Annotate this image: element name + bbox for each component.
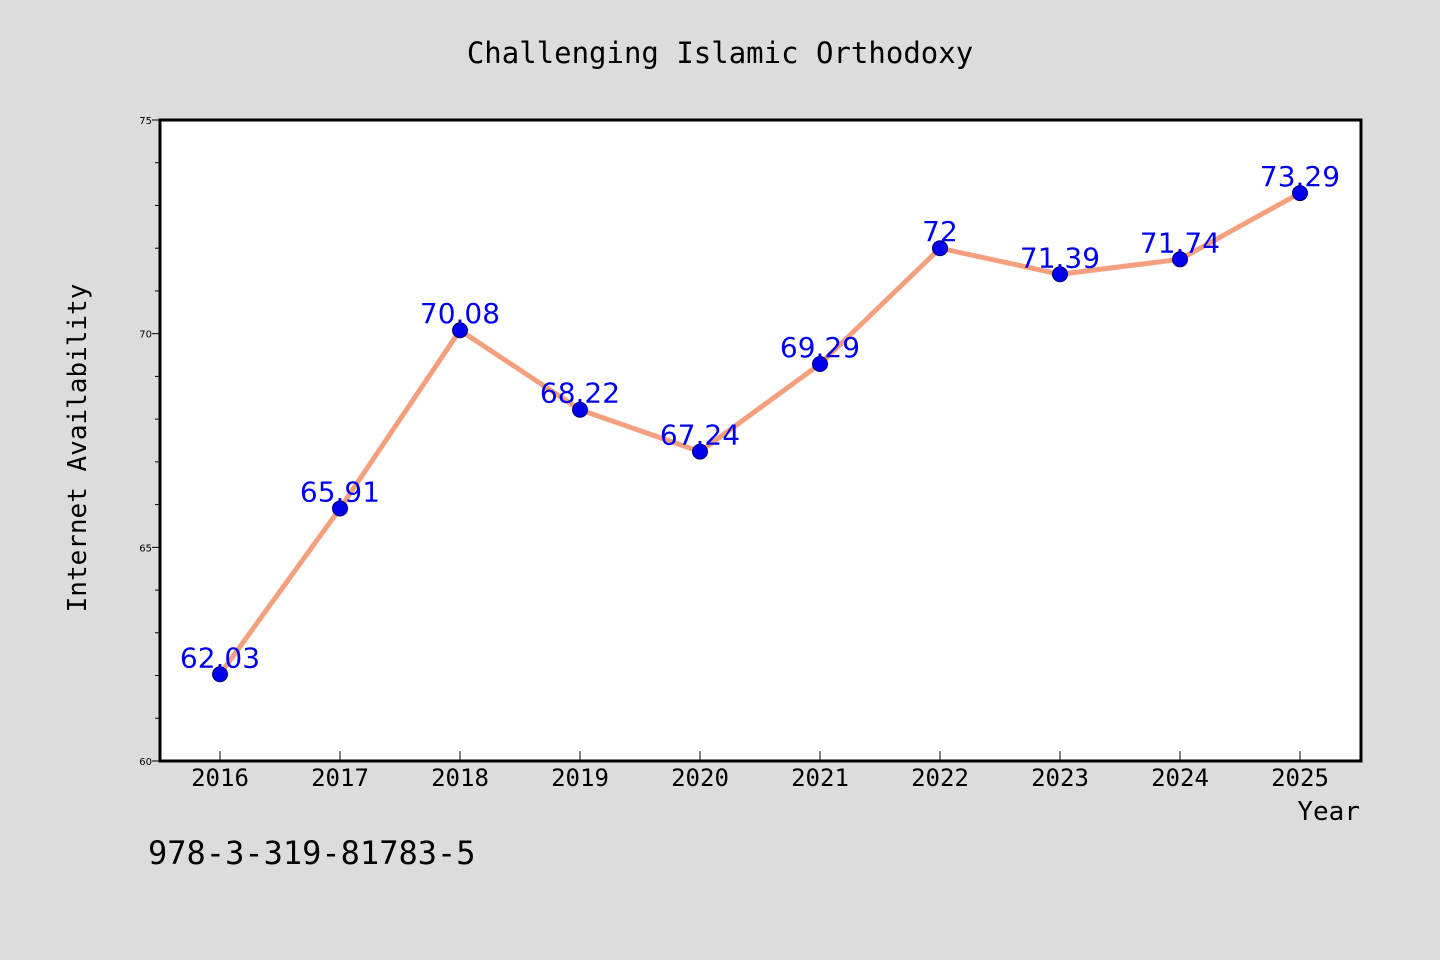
x-axis-label: Year xyxy=(1297,797,1360,827)
chart-title: Challenging Islamic Orthodoxy xyxy=(467,36,973,70)
data-label: 73.29 xyxy=(1260,160,1340,193)
plot-frame xyxy=(158,118,1363,763)
x-tick-label: 2024 xyxy=(1151,764,1209,792)
x-tick-label: 2019 xyxy=(551,764,609,792)
x-tick-label: 2025 xyxy=(1271,764,1329,792)
data-label: 72 xyxy=(922,215,958,248)
x-tick-label: 2017 xyxy=(311,764,369,792)
data-point xyxy=(932,240,948,257)
y-tick-label: 70 xyxy=(139,330,152,341)
data-label: 68.22 xyxy=(540,377,620,410)
data-label: 69.29 xyxy=(780,331,860,364)
x-axis-ticks: 2016 2017 2018 2019 2020 2021 2022 2023 2024 2025 xyxy=(191,751,1329,792)
data-point xyxy=(212,666,228,683)
x-tick-label: 2016 xyxy=(191,764,249,792)
plot-area xyxy=(160,120,1361,761)
data-label: 62.03 xyxy=(180,641,260,674)
footer-isbn: 978-3-319-81783-5 xyxy=(148,834,476,872)
data-point xyxy=(452,322,468,339)
data-point xyxy=(692,443,708,460)
data-point xyxy=(332,500,348,517)
series-markers xyxy=(212,185,1308,683)
data-point xyxy=(1292,185,1308,202)
x-tick-label: 2020 xyxy=(671,764,729,792)
x-tick-label: 2018 xyxy=(431,764,489,792)
x-tick-label: 2022 xyxy=(911,764,969,792)
y-tick-label: 65 xyxy=(139,543,152,554)
data-point xyxy=(1172,251,1188,268)
x-tick-label: 2023 xyxy=(1031,764,1089,792)
data-point xyxy=(1052,266,1068,283)
y-axis-ticks: 60 65 70 75 xyxy=(139,116,160,768)
data-label: 65.91 xyxy=(300,475,380,508)
series-line xyxy=(217,190,1303,677)
data-label: 70.08 xyxy=(420,297,500,330)
data-point xyxy=(812,356,828,373)
x-tick-label: 2021 xyxy=(791,764,849,792)
y-axis-label: Internet Availability xyxy=(63,284,93,613)
y-tick-label: 60 xyxy=(139,757,152,768)
data-point xyxy=(572,401,588,418)
data-labels: 62.03 65.91 70.08 68.22 67.24 69.29 72 71.39 71.… xyxy=(180,160,1340,674)
data-label: 71.39 xyxy=(1020,241,1100,274)
data-label: 71.74 xyxy=(1140,226,1220,259)
data-label: 67.24 xyxy=(660,419,740,452)
y-tick-label: 75 xyxy=(139,116,152,127)
